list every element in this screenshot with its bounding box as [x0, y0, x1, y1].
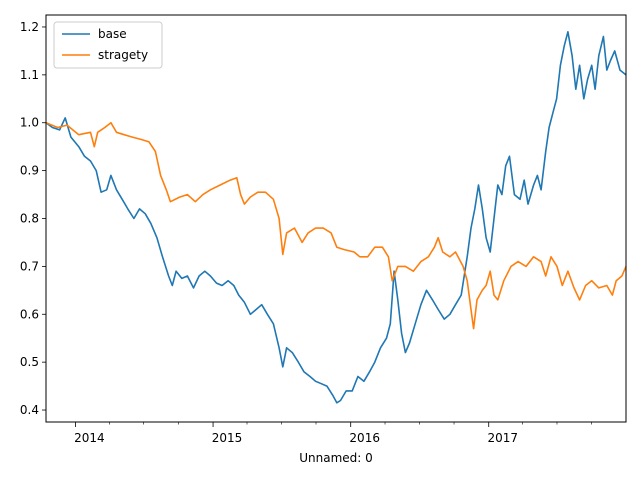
y-tick-label: 1.1: [20, 68, 39, 82]
y-tick-label: 0.7: [20, 259, 39, 273]
legend: base stragety: [53, 21, 163, 69]
x-tick-label: 2017: [487, 431, 518, 445]
x-axis-label: Unnamed: 0: [299, 451, 373, 465]
y-tick-label: 0.4: [20, 403, 39, 417]
legend-label-base: base: [98, 27, 127, 41]
x-axis: 2014 2015 2016 2017: [74, 422, 592, 445]
y-tick-label: 0.6: [20, 307, 39, 321]
series-line-base: [45, 31, 627, 404]
y-tick-label: 0.9: [20, 164, 39, 178]
y-tick-label: 1.2: [20, 20, 39, 34]
y-tick-label: 0.8: [20, 212, 39, 226]
x-tick-label: 2014: [74, 431, 105, 445]
legend-label-stragety: stragety: [98, 48, 148, 62]
x-tick-label: 2015: [212, 431, 243, 445]
y-tick-label: 1.0: [20, 116, 39, 130]
y-axis: 0.4 0.5 0.6 0.7 0.8 0.9 1.0 1.1 1.2: [20, 20, 46, 417]
series-layer: [45, 31, 627, 404]
y-tick-label: 0.5: [20, 355, 39, 369]
x-tick-label: 2016: [349, 431, 380, 445]
series-line-stragety: [45, 121, 627, 330]
